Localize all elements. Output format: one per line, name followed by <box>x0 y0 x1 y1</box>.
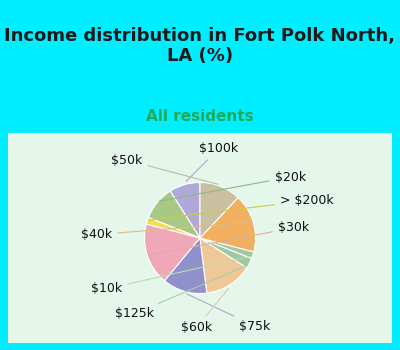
Wedge shape <box>164 238 207 294</box>
Text: $60k: $60k <box>181 288 229 334</box>
Text: Income distribution in Fort Polk North,
LA (%): Income distribution in Fort Polk North, … <box>4 27 396 65</box>
Text: $75k: $75k <box>187 294 270 332</box>
Wedge shape <box>146 218 200 238</box>
Text: $125k: $125k <box>115 265 248 320</box>
Text: All residents: All residents <box>146 109 254 124</box>
Text: > $200k: > $200k <box>149 194 334 220</box>
Wedge shape <box>170 182 200 238</box>
Text: $10k: $10k <box>91 256 252 295</box>
Text: $30k: $30k <box>149 221 309 255</box>
Wedge shape <box>200 238 247 293</box>
Wedge shape <box>200 238 254 258</box>
Wedge shape <box>200 182 238 238</box>
Text: $50k: $50k <box>111 154 218 184</box>
Wedge shape <box>144 224 200 281</box>
Text: $100k: $100k <box>186 142 238 181</box>
Wedge shape <box>200 238 252 268</box>
Wedge shape <box>148 191 200 238</box>
Wedge shape <box>200 197 256 252</box>
Text: $20k: $20k <box>159 170 306 201</box>
Text: $40k: $40k <box>81 222 252 241</box>
